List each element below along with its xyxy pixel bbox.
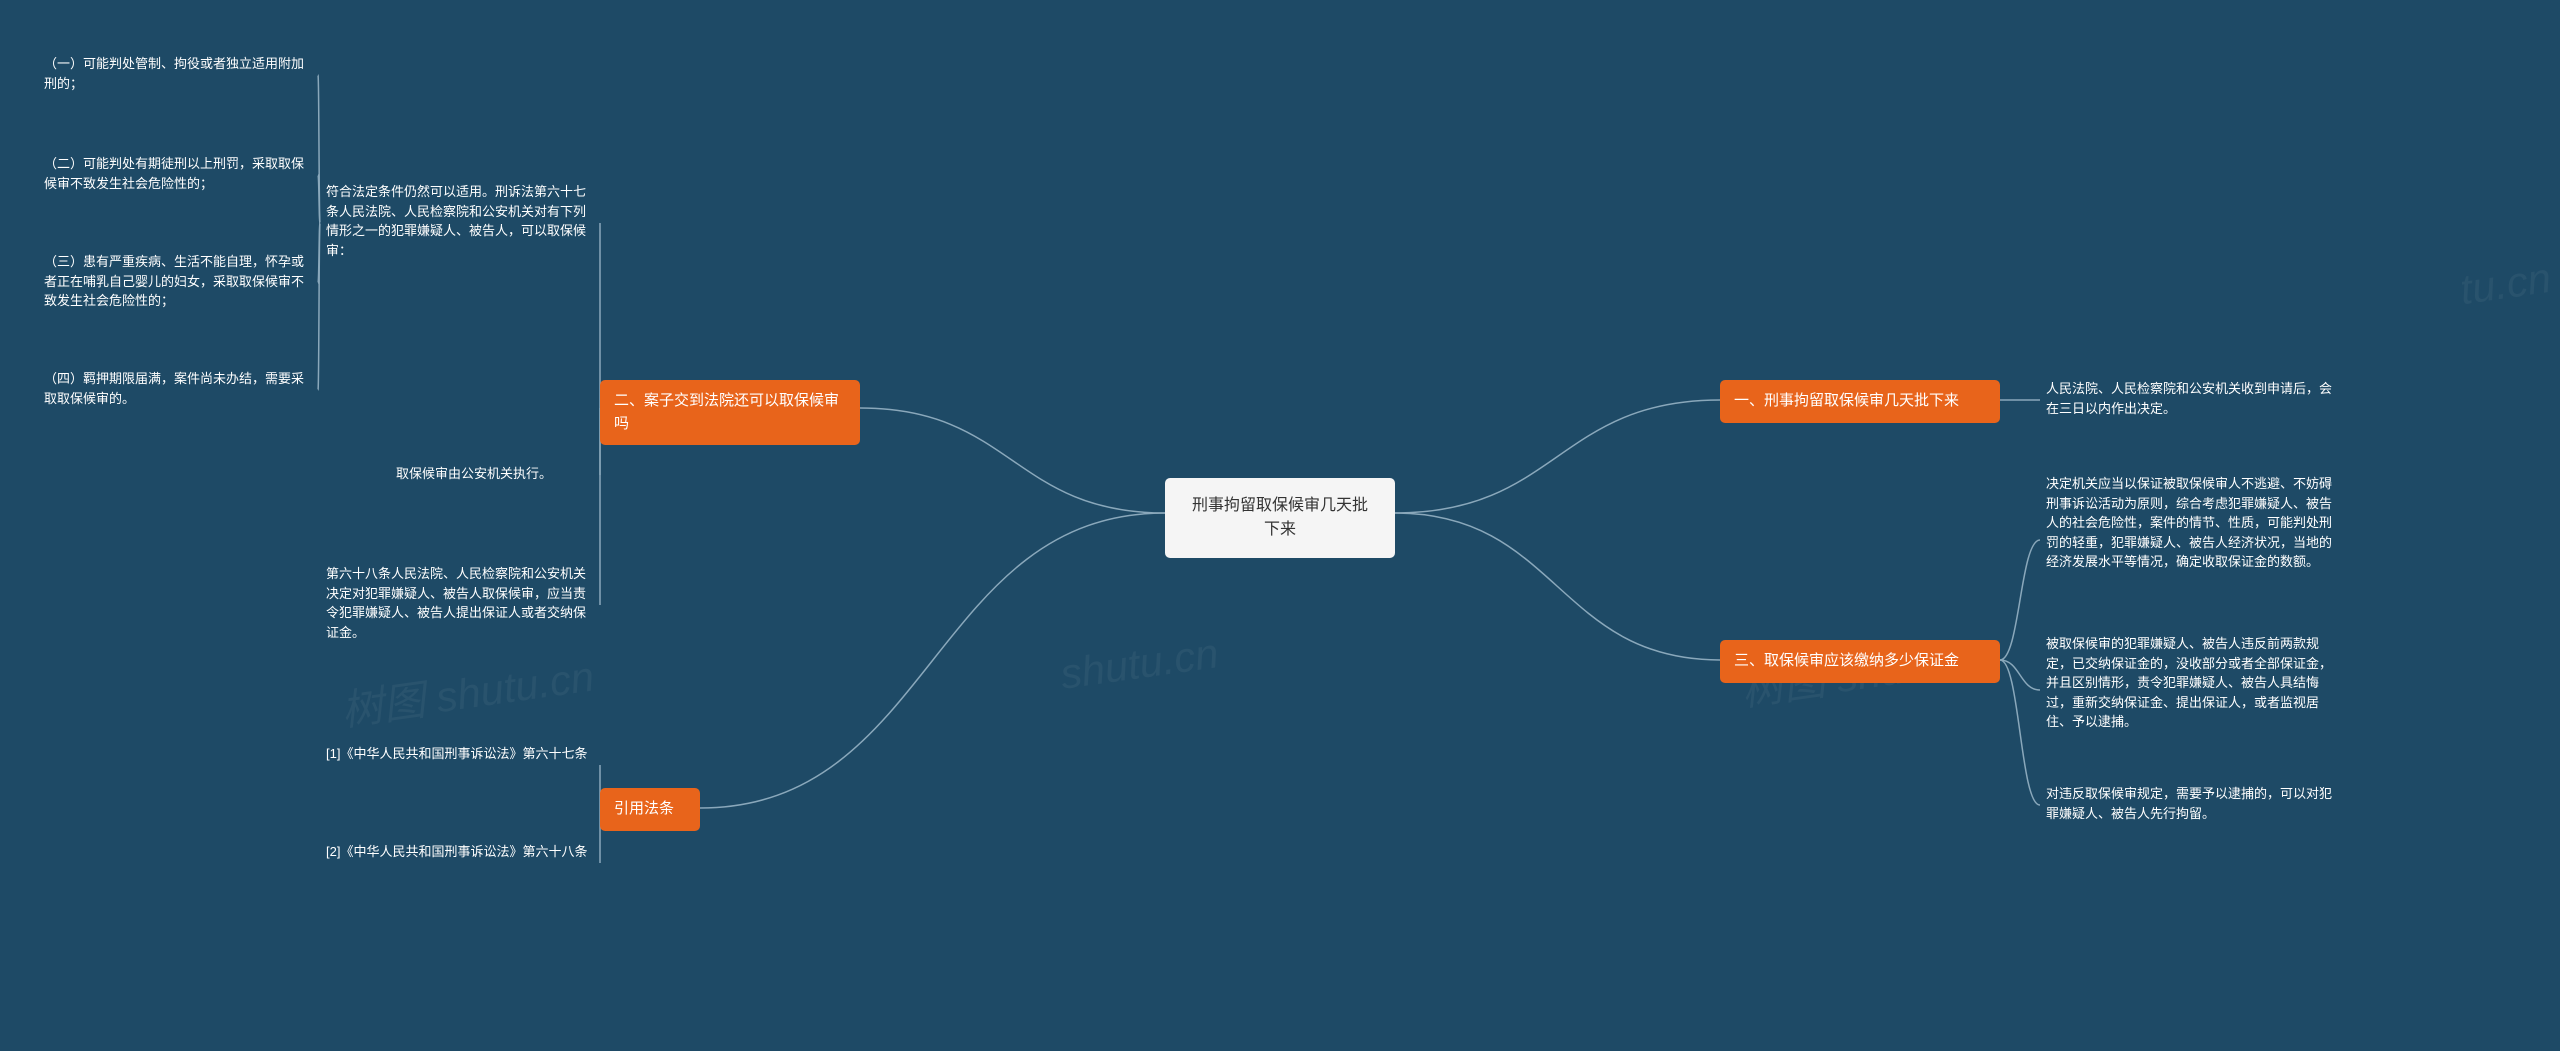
mindmap-node-b2_l1_s3[interactable]: （三）患有严重疾病、生活不能自理，怀孕或者正在哺乳自己婴儿的妇女，采取取保候审不… <box>38 248 318 315</box>
mindmap-node-b3_l1[interactable]: 决定机关应当以保证被取保候审人不逃避、不妨碍刑事诉讼活动为原则，综合考虑犯罪嫌疑… <box>2040 470 2350 576</box>
mindmap-node-b2_l1_s4[interactable]: （四）羁押期限届满，案件尚未办结，需要采取取保候审的。 <box>38 365 318 412</box>
mindmap-node-b2_l1_s1[interactable]: （一）可能判处管制、拘役或者独立适用附加刑的； <box>38 50 318 97</box>
connector <box>860 408 1165 513</box>
connector <box>2000 540 2040 660</box>
mindmap-node-b4_l2[interactable]: [2]《中华人民共和国刑事诉讼法》第六十八条 <box>320 838 600 866</box>
connector <box>2000 660 2040 805</box>
mindmap-node-b1[interactable]: 一、刑事拘留取保候审几天批下来 <box>1720 380 2000 423</box>
mindmap-node-b2[interactable]: 二、案子交到法院还可以取保候审吗 <box>600 380 860 445</box>
watermark: tu.cn <box>2457 254 2554 314</box>
mindmap-node-b3_l2[interactable]: 被取保候审的犯罪嫌疑人、被告人违反前两款规定，已交纳保证金的，没收部分或者全部保… <box>2040 630 2350 736</box>
mindmap-node-b2_l1[interactable]: 符合法定条件仍然可以适用。刑诉法第六十七条人民法院、人民检察院和公安机关对有下列… <box>320 178 600 264</box>
mindmap-canvas: 树图 shutu.cnshutu.cn树图 shutu.cntu.cn刑事拘留取… <box>0 0 2560 1051</box>
connector <box>1395 400 1720 513</box>
connector <box>1395 513 1720 660</box>
mindmap-node-b1_l1[interactable]: 人民法院、人民检察院和公安机关收到申请后，会在三日以内作出决定。 <box>2040 375 2350 422</box>
mindmap-node-b2_l2[interactable]: 取保候审由公安机关执行。 <box>390 460 600 488</box>
mindmap-node-b4_l1[interactable]: [1]《中华人民共和国刑事诉讼法》第六十七条 <box>320 740 600 768</box>
mindmap-node-b3[interactable]: 三、取保候审应该缴纳多少保证金 <box>1720 640 2000 683</box>
connector <box>700 513 1165 808</box>
mindmap-node-b4[interactable]: 引用法条 <box>600 788 700 831</box>
watermark: shutu.cn <box>1057 629 1221 699</box>
mindmap-node-b2_l1_s2[interactable]: （二）可能判处有期徒刑以上刑罚，采取取保候审不致发生社会危险性的； <box>38 150 318 197</box>
mindmap-node-b3_l3[interactable]: 对违反取保候审规定，需要予以逮捕的，可以对犯罪嫌疑人、被告人先行拘留。 <box>2040 780 2350 827</box>
mindmap-node-root[interactable]: 刑事拘留取保候审几天批下来 <box>1165 478 1395 558</box>
connector <box>2000 660 2040 690</box>
mindmap-node-b2_l3[interactable]: 第六十八条人民法院、人民检察院和公安机关决定对犯罪嫌疑人、被告人取保候审，应当责… <box>320 560 600 646</box>
watermark: 树图 shutu.cn <box>337 643 597 739</box>
